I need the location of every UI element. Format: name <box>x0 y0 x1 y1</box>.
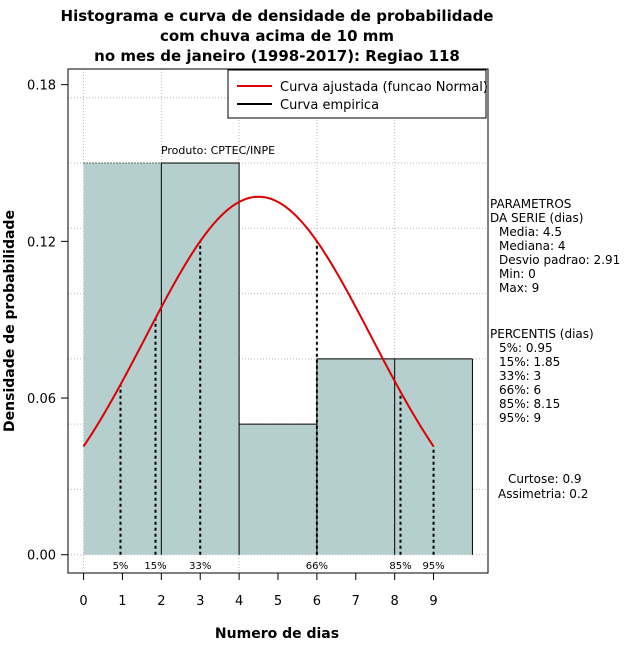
title-line: com chuva acima de 10 mm <box>160 27 394 45</box>
histogram-bars <box>83 162 473 555</box>
percentis-line: 33%: 3 <box>499 369 541 383</box>
y-tick-label: 0.18 <box>27 79 56 94</box>
percentile-label: 66% <box>306 561 328 572</box>
parametros-line: Media: 4.5 <box>499 225 562 239</box>
x-tick-label: 8 <box>391 594 399 609</box>
x-tick-label: 2 <box>157 594 165 609</box>
percentis-line: 95%: 9 <box>499 411 541 425</box>
empirical-curve-segment <box>160 162 240 555</box>
parametros-line: PARAMETROS <box>490 197 571 211</box>
y-tick-label: 0.12 <box>27 235 56 250</box>
histogram-bar <box>161 163 240 555</box>
percentis-line: 5%: 0.95 <box>499 341 553 355</box>
percentile-label: 5% <box>113 561 129 572</box>
histogram-bar <box>316 358 395 555</box>
chart-title: Histograma e curva de densidade de proba… <box>61 7 494 65</box>
percentis-line: 85%: 8.15 <box>499 397 560 411</box>
percentis-line: 66%: 6 <box>499 383 541 397</box>
parametros-line: Max: 9 <box>499 281 539 295</box>
y-axis-label: Densidade de probabilidade <box>2 210 18 432</box>
y-tick-label: 0.00 <box>27 549 56 564</box>
x-tick-label: 9 <box>429 594 437 609</box>
percentile-lines: 5% 15% 33% 66% 85% 95% <box>113 241 445 572</box>
x-tick-label: 0 <box>79 594 87 609</box>
legend-entry-label: Curva ajustada (funcao Normal) <box>280 80 488 95</box>
percentis-line: PERCENTIS (dias) <box>490 327 594 341</box>
legend-box <box>227 69 487 119</box>
product-annotation: Produto: CPTEC/INPE <box>161 144 275 157</box>
shape-line: Curtose: 0.9 <box>508 472 582 486</box>
legend-entry-label: Curva empirica <box>280 98 379 113</box>
title-line: no mes de janeiro (1998-2017): Regiao 11… <box>94 47 460 65</box>
histogram-bar <box>239 424 317 555</box>
x-tick-label: 3 <box>196 594 204 609</box>
x-tick-label: 5 <box>274 594 282 609</box>
x-tick-label: 1 <box>118 594 126 609</box>
percentis-line: 15%: 1.85 <box>499 355 560 369</box>
legend: Curva ajustada (funcao Normal) Curva empi… <box>227 69 488 119</box>
normal-curve <box>82 195 435 447</box>
parametros-line: Min: 0 <box>499 267 536 281</box>
x-axis-label: Numero de dias <box>215 626 339 642</box>
percentile-label: 85% <box>389 561 411 572</box>
normal-curve-line <box>82 195 435 447</box>
x-tick-label: 4 <box>235 594 243 609</box>
histogram-bar <box>83 163 162 555</box>
percentile-label: 95% <box>422 561 444 572</box>
y-tick-label: 0.06 <box>27 392 56 407</box>
percentile-label: 15% <box>144 561 166 572</box>
shape-line: Assimetria: 0.2 <box>498 487 588 501</box>
x-tick-label: 6 <box>313 594 321 609</box>
percentile-label: 33% <box>189 561 211 572</box>
title-line: Histograma e curva de densidade de proba… <box>61 7 494 25</box>
axes: 0 1 2 3 4 5 6 7 8 9 0.00 0.06 0.12 0.18 <box>27 68 489 609</box>
parametros-line: Desvio padrao: 2.91 <box>499 253 620 267</box>
parametros-line: Mediana: 4 <box>499 239 566 253</box>
x-tick-label: 7 <box>352 594 360 609</box>
parametros-line: DA SERIE (dias) <box>490 211 583 225</box>
